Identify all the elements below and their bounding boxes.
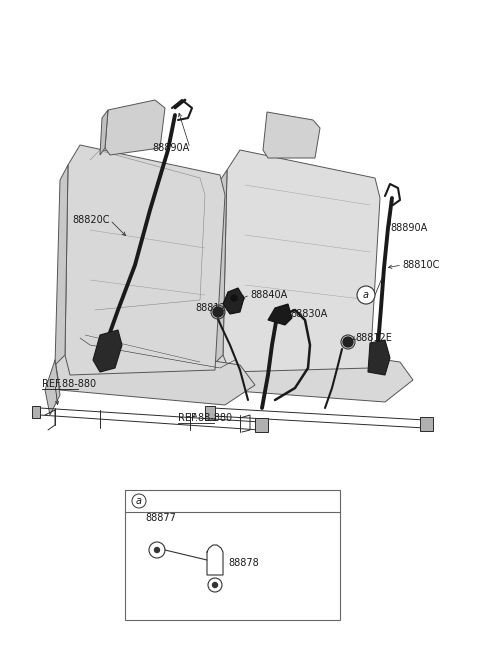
Circle shape	[231, 295, 237, 301]
Text: REF.88-880: REF.88-880	[42, 379, 96, 389]
Text: a: a	[363, 290, 369, 300]
Text: 88878: 88878	[228, 558, 259, 568]
Polygon shape	[32, 406, 40, 418]
Circle shape	[343, 337, 353, 347]
Polygon shape	[105, 100, 165, 155]
Circle shape	[149, 542, 165, 558]
Text: 88890A: 88890A	[153, 143, 190, 153]
Polygon shape	[100, 110, 108, 155]
Text: 88840A: 88840A	[250, 290, 287, 300]
Circle shape	[208, 578, 222, 592]
Text: 88812E: 88812E	[355, 333, 392, 343]
FancyBboxPatch shape	[125, 490, 340, 620]
Circle shape	[132, 494, 146, 508]
Circle shape	[155, 548, 159, 552]
Text: REF.88-880: REF.88-880	[178, 413, 232, 423]
Circle shape	[213, 583, 217, 588]
Text: 88812E: 88812E	[195, 303, 232, 313]
Polygon shape	[215, 338, 413, 402]
Text: a: a	[136, 496, 142, 506]
Polygon shape	[65, 145, 225, 375]
Polygon shape	[268, 304, 292, 325]
Circle shape	[213, 307, 223, 317]
Polygon shape	[368, 340, 390, 375]
Text: 88820C: 88820C	[72, 215, 110, 225]
Polygon shape	[420, 417, 433, 431]
Polygon shape	[255, 418, 268, 432]
Polygon shape	[45, 360, 60, 415]
Polygon shape	[223, 150, 380, 372]
Text: 88890A: 88890A	[390, 223, 427, 233]
Polygon shape	[223, 288, 244, 314]
Text: 88830A: 88830A	[290, 309, 327, 319]
Text: 88810C: 88810C	[402, 260, 439, 270]
Polygon shape	[93, 330, 122, 372]
Circle shape	[357, 286, 375, 304]
Polygon shape	[205, 406, 215, 420]
Polygon shape	[55, 340, 255, 405]
Polygon shape	[213, 170, 227, 365]
Text: 88877: 88877	[145, 513, 176, 523]
Polygon shape	[55, 165, 68, 365]
Polygon shape	[263, 112, 320, 158]
